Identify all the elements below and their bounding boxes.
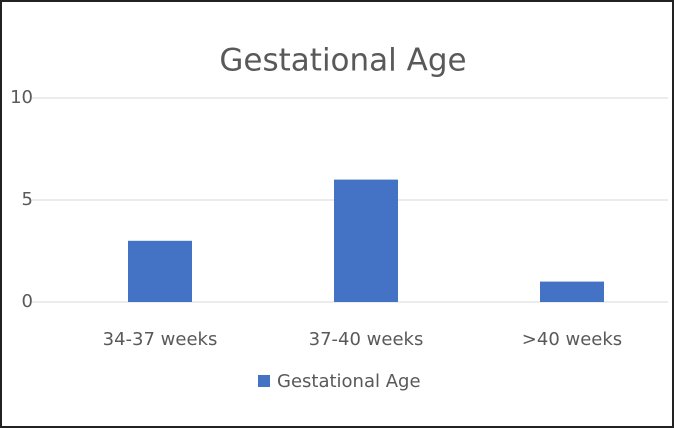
y-tick-label: 5: [22, 189, 33, 210]
bar: [128, 240, 192, 302]
y-tick-label: 0: [22, 291, 33, 312]
x-tick-label: 34-37 weeks: [103, 329, 218, 350]
y-tick-label: 10: [10, 87, 33, 108]
x-tick-label: >40 weeks: [522, 329, 622, 350]
bar: [334, 179, 398, 302]
x-tick-label: 37-40 weeks: [309, 329, 424, 350]
bar: [540, 281, 604, 302]
chart-title: Gestational Age: [219, 43, 466, 79]
legend-label: Gestational Age: [277, 371, 421, 392]
legend-swatch: [258, 375, 270, 387]
